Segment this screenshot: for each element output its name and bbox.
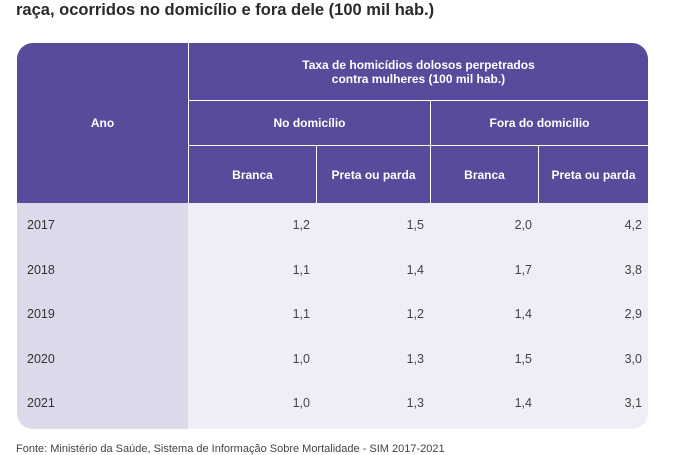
header-col-preta-parda: Preta ou parda — [316, 145, 430, 203]
header-no-domicilio: No domicílio — [188, 100, 430, 145]
row-year: 2017 — [27, 218, 55, 232]
source-note: Fonte: Ministério da Saúde, Sistema de I… — [16, 443, 445, 455]
table-cell: 1,3 — [406, 396, 424, 410]
table-cell: 1,2 — [406, 307, 424, 321]
table-cell: 1,2 — [292, 218, 310, 232]
homicide-rate-table: Ano Taxa de homicídios dolosos perpetrad… — [17, 43, 648, 429]
table-cell: 4,2 — [624, 218, 642, 232]
row-year: 2020 — [27, 351, 55, 366]
header-group: Taxa de homicídios dolosos perpetrados c… — [188, 43, 648, 100]
header-ano: Ano — [17, 43, 188, 203]
ano-column-bg — [17, 203, 188, 429]
table-cell: 1,0 — [292, 351, 310, 366]
header-fora-domicilio: Fora do domicílio — [430, 100, 648, 145]
table-cell: 3,8 — [624, 262, 642, 277]
table-cell: 1,0 — [292, 396, 310, 410]
table-cell: 1,4 — [514, 396, 532, 410]
row-year: 2021 — [27, 396, 55, 410]
header-col-branca: Branca — [188, 145, 316, 203]
table-cell: 1,1 — [292, 307, 310, 321]
table-cell: 3,1 — [624, 396, 642, 410]
table-cell: 1,1 — [292, 262, 310, 277]
table-cell: 1,4 — [406, 262, 424, 277]
row-year: 2019 — [27, 307, 55, 321]
table-cell: 1,5 — [406, 218, 424, 232]
header-col-branca: Branca — [430, 145, 538, 203]
table-cell: 2,9 — [624, 307, 642, 321]
table-cell: 1,3 — [406, 351, 424, 366]
row-year: 2018 — [27, 262, 55, 277]
table-cell: 1,4 — [514, 307, 532, 321]
table-title: raça, ocorridos no domicílio e fora dele… — [16, 1, 435, 19]
table-cell: 1,5 — [514, 351, 532, 366]
header-col-preta-parda: Preta ou parda — [538, 145, 648, 203]
table-cell: 2,0 — [514, 218, 532, 232]
table-cell: 1,7 — [514, 262, 532, 277]
table-cell: 3,0 — [624, 351, 642, 366]
